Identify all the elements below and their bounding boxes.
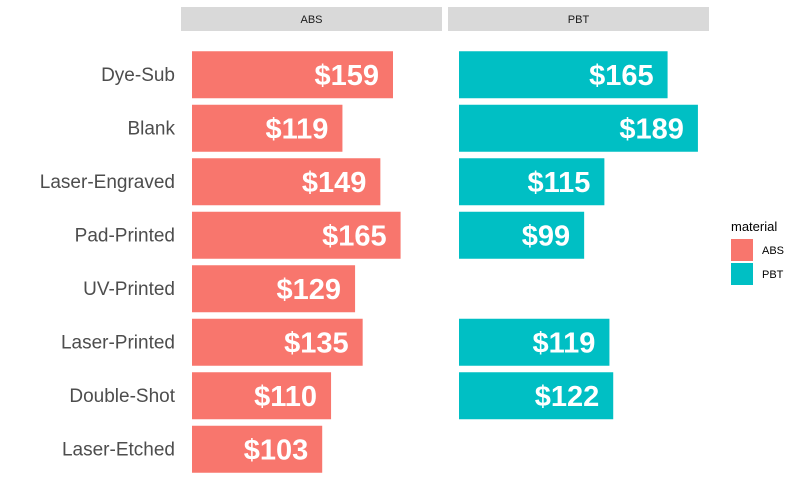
bar-value-label: $165 xyxy=(589,60,654,92)
bar-abs xyxy=(192,318,363,366)
facet-strip-label: ABS xyxy=(300,14,322,26)
bar-value-label: $135 xyxy=(284,327,349,359)
legend-key-pbt xyxy=(731,263,753,285)
bar-value-label: $189 xyxy=(619,113,684,145)
bar-abs xyxy=(192,425,323,473)
bar-value-label: $119 xyxy=(533,327,596,359)
bar-value-label: $122 xyxy=(535,381,600,413)
category-label: Laser-Etched xyxy=(62,439,175,460)
bar-pbt xyxy=(459,104,698,152)
category-label: Dye-Sub xyxy=(101,65,175,86)
bar-value-label: $149 xyxy=(302,167,367,199)
bar-value-label: $165 xyxy=(322,220,387,252)
bar-abs xyxy=(192,372,332,420)
facet-strip-label: PBT xyxy=(568,14,590,26)
bar-pbt xyxy=(459,372,614,420)
bar-abs xyxy=(192,211,401,259)
category-label: UV-Printed xyxy=(83,279,175,300)
bar-value-label: $99 xyxy=(522,220,570,252)
bar-value-label: $115 xyxy=(527,167,590,199)
bar-pbt xyxy=(459,211,585,259)
facet-strip-abs xyxy=(181,7,442,31)
category-label: Laser-Printed xyxy=(61,332,175,353)
bar-value-label: $129 xyxy=(277,274,342,306)
category-label: Blank xyxy=(127,118,175,139)
category-label: Pad-Printed xyxy=(75,225,175,246)
bar-pbt xyxy=(459,51,668,99)
category-label: Laser-Engraved xyxy=(40,172,175,193)
facet-strip-pbt xyxy=(448,7,709,31)
bar-abs xyxy=(192,51,393,99)
bar-value-label: $119 xyxy=(266,113,329,145)
legend-key-abs xyxy=(731,239,753,261)
bar-abs xyxy=(192,104,343,152)
legend-title: material xyxy=(731,219,777,234)
bar-pbt xyxy=(459,318,610,366)
bar-value-label: $159 xyxy=(314,60,379,92)
bar-abs xyxy=(192,158,381,206)
legend-label: PBT xyxy=(762,269,784,281)
category-label: Double-Shot xyxy=(69,386,175,407)
bar-value-label: $110 xyxy=(254,381,317,413)
bar-value-label: $103 xyxy=(244,434,309,466)
bar-pbt xyxy=(459,158,605,206)
bar-abs xyxy=(192,265,356,313)
legend-label: ABS xyxy=(762,245,784,257)
